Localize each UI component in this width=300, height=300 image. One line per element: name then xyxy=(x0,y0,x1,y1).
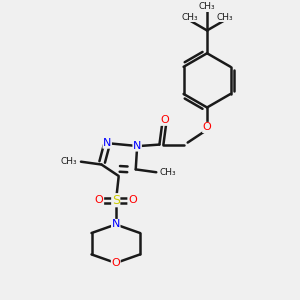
Text: CH₃: CH₃ xyxy=(216,13,233,22)
Text: O: O xyxy=(111,258,120,268)
Text: S: S xyxy=(112,194,120,207)
Text: N: N xyxy=(133,141,141,151)
Text: O: O xyxy=(203,122,212,133)
Text: CH₃: CH₃ xyxy=(182,13,198,22)
Text: O: O xyxy=(160,115,169,125)
Text: O: O xyxy=(128,195,137,205)
Text: N: N xyxy=(112,220,120,230)
Text: O: O xyxy=(95,195,103,205)
Text: CH₃: CH₃ xyxy=(61,157,77,166)
Text: N: N xyxy=(103,138,111,148)
Text: CH₃: CH₃ xyxy=(199,2,215,11)
Text: CH₃: CH₃ xyxy=(160,168,177,177)
